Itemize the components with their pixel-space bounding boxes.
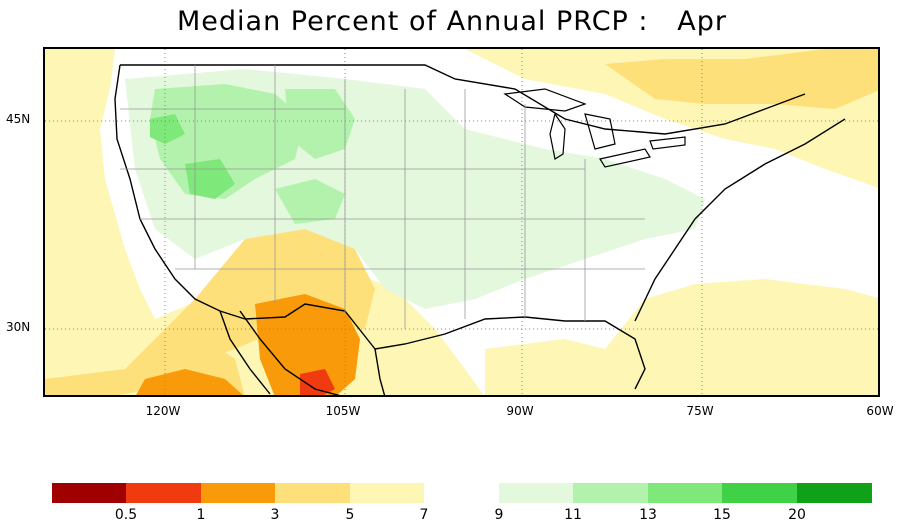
colorbar-label-0: 0.5 — [114, 507, 138, 523]
colorbar-swatch-3 — [275, 483, 350, 503]
colorbar-label-6: 11 — [564, 507, 582, 523]
colorbar-label-3: 5 — [345, 507, 355, 523]
mexico-gulf-coast — [374, 348, 386, 395]
colorbar-swatch-8 — [648, 483, 722, 503]
us-mexico-border — [244, 303, 376, 350]
field-red-mexico — [300, 369, 335, 395]
lat-label-30n: 30N — [6, 320, 31, 334]
colorbar-label-4: 7 — [419, 507, 429, 523]
lon-label-105w: 105W — [325, 404, 361, 418]
colorbar-label-9: 20 — [788, 507, 806, 523]
field-gold-southwest — [45, 229, 375, 395]
field-orange-mexico — [255, 294, 360, 395]
west-coast — [114, 64, 246, 320]
coastlines — [114, 64, 846, 395]
colorbar-swatch-5 — [424, 483, 499, 503]
field-orange-baja-coast — [136, 369, 243, 395]
map-title: Median Percent of Annual PRCP : Apr — [177, 6, 727, 37]
field-pale-yellow-west — [45, 49, 155, 379]
us-canada-border — [120, 64, 806, 135]
colorbar-label-5: 9 — [494, 507, 504, 523]
precip-map-svg — [45, 49, 878, 395]
colorbar-swatch-1 — [126, 483, 201, 503]
lon-label-75w: 75W — [686, 404, 714, 418]
great-lakes — [503, 88, 686, 168]
colorbar-swatch-10 — [797, 483, 872, 503]
east-coast — [634, 118, 846, 322]
colorbar-swatch-0 — [52, 483, 126, 503]
colorbar-label-7: 13 — [639, 507, 657, 523]
lake-michigan — [549, 112, 566, 160]
precip-map — [43, 47, 880, 397]
colorbar-label-1: 1 — [196, 507, 206, 523]
field-green-northwest — [150, 114, 185, 144]
mexico-west-coast — [239, 310, 341, 395]
lake-ontario — [649, 136, 686, 150]
baja-peninsula — [219, 310, 271, 395]
colorbar-swatch-4 — [350, 483, 424, 503]
precip-fields — [45, 49, 878, 395]
colorbar-swatch-9 — [722, 483, 797, 503]
gulf-coast — [374, 316, 646, 390]
field-light-green-wyoming — [275, 179, 345, 224]
field-light-green-montana — [285, 89, 355, 159]
lon-label-90w: 90W — [506, 404, 534, 418]
field-gold-northeast — [605, 49, 878, 109]
colorbar-swatch-2 — [201, 483, 275, 503]
lat-label-45n: 45N — [6, 112, 31, 126]
field-pale-yellow-gulf — [485, 339, 625, 395]
lake-erie — [599, 148, 651, 168]
lon-label-120w: 120W — [145, 404, 181, 418]
colorbar-label-8: 15 — [713, 507, 731, 523]
colorbar-swatch-7 — [573, 483, 648, 503]
colorbar-swatch-6 — [499, 483, 573, 503]
lake-huron — [584, 113, 616, 150]
lake-superior — [503, 88, 587, 112]
field-pale-yellow-southeast — [605, 279, 878, 395]
lon-label-60w: 60W — [866, 404, 894, 418]
colorbar-label-2: 3 — [270, 507, 280, 523]
state-borders — [120, 65, 645, 329]
